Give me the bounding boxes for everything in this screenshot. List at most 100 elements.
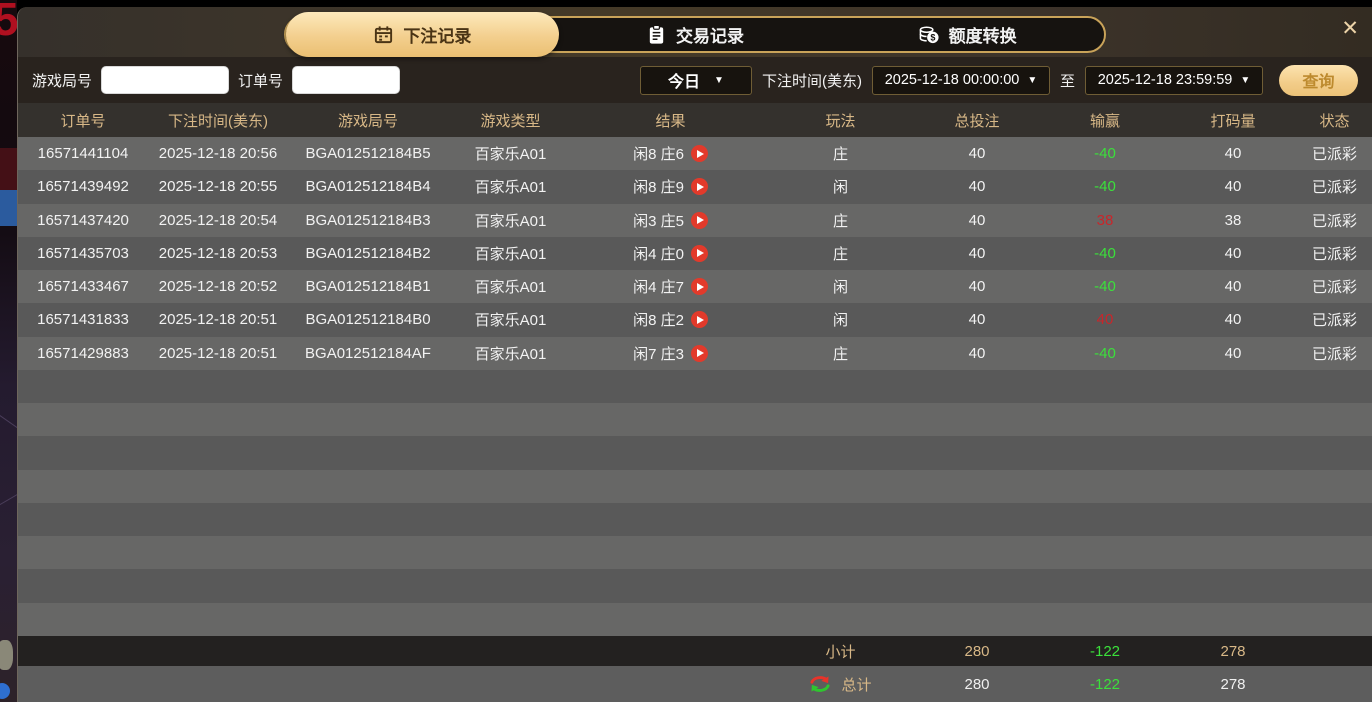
table-row-empty [18,369,1372,404]
cell-game-type: 百家乐A01 [474,179,547,197]
cell-game-type: 百家乐A01 [474,312,547,330]
end-time-select[interactable]: 2025-12-18 23:59:59 ▼ [1085,65,1263,95]
play-video-icon[interactable] [690,145,708,163]
cell-game-type: 百家乐A01 [474,212,547,230]
order-no-input[interactable] [292,66,401,94]
play-video-icon[interactable] [690,211,708,229]
cell-status: 已派彩 [1311,212,1357,230]
cell-status: 已派彩 [1311,245,1357,263]
background-circle [0,683,10,699]
result-text: 闲4 庄0 [633,245,684,263]
play-video-icon[interactable] [690,344,708,362]
table-row: 16571439492 2025-12-18 20:55 BGA01251218… [18,170,1372,204]
background-page-edge: 5 [0,0,17,702]
cell-status: 已派彩 [1311,146,1357,164]
cell-game-round: BGA012512184B3 [305,211,431,229]
cell-win-loss: 38 [1096,211,1114,229]
cell-bet-time: 2025-12-18 20:51 [158,344,278,362]
table-row-empty [18,469,1372,503]
table-row: 16571433467 2025-12-18 20:52 BGA01251218… [18,270,1372,304]
cell-bet-time: 2025-12-18 20:55 [158,178,278,196]
cell-rolling: 40 [1224,344,1242,362]
close-icon[interactable]: ✕ [1341,17,1359,40]
cell-bet-time: 2025-12-18 20:53 [158,244,278,262]
table-row-empty [18,602,1372,636]
tab-transaction-records[interactable]: 交易记录 [559,18,832,51]
chevron-down-icon: ▼ [1240,74,1251,86]
table-row: 16571437420 2025-12-18 20:54 BGA01251218… [18,203,1372,237]
cell-total-bet: 40 [968,211,986,229]
refresh-swap-icon[interactable] [809,675,831,693]
play-video-icon[interactable] [690,244,708,262]
play-video-icon[interactable] [690,278,708,296]
background-line [0,410,17,431]
cell-win-loss: -40 [1094,344,1116,362]
cell-play: 庄 [832,212,848,230]
background-blob [0,640,13,670]
query-button[interactable]: 查询 [1279,64,1358,96]
clipboard-icon [646,24,667,45]
result-text: 闲8 庄6 [633,146,684,164]
game-round-label: 游戏局号 [32,72,93,90]
date-range-select[interactable]: 今日 ▼ [639,65,752,95]
cell-bet-time: 2025-12-18 20:51 [158,311,278,329]
cell-game-round: BGA012512184B1 [305,278,431,296]
cell-rolling: 40 [1224,145,1242,163]
header-play: 玩法 [825,112,856,130]
dialog-top-bar: 下注记录 交易记录 [18,7,1372,57]
date-range-value: 今日 [668,74,701,91]
play-triangle [696,182,704,191]
cell-bet-time: 2025-12-18 20:52 [158,278,278,296]
result-text: 闲8 庄9 [633,179,684,197]
cell-order-no: 16571441104 [37,145,129,163]
total-total-bet: 280 [964,675,990,693]
filter-bar: 游戏局号 订单号 今日 ▼ 下注时间(美东) 2025-12-18 00:00:… [18,57,1372,103]
play-video-icon[interactable] [690,178,708,196]
background-line [0,491,17,510]
cell-result: 闲8 庄6 [573,143,768,164]
subtotal-total-bet: 280 [964,642,990,660]
tab-bet-records[interactable]: 下注记录 [286,11,559,57]
header-rolling: 打码量 [1210,112,1256,130]
cell-status: 已派彩 [1311,279,1357,297]
cell-play: 闲 [832,179,848,197]
result-text: 闲8 庄2 [633,312,684,330]
tab-label: 下注记录 [403,26,472,46]
start-time-select[interactable]: 2025-12-18 00:00:00 ▼ [871,65,1050,95]
cell-total-bet: 40 [968,344,986,362]
cell-game-type: 百家乐A01 [474,245,547,263]
bet-time-label: 下注时间(美东) [761,72,862,90]
cell-play: 闲 [832,279,848,297]
background-blue-block [0,190,17,226]
cell-status: 已派彩 [1311,179,1357,197]
result-text: 闲3 庄5 [633,212,684,230]
cell-win-loss: -40 [1094,244,1116,262]
background-partial-digit: 5 [0,0,17,45]
cell-result: 闲3 庄5 [573,210,768,231]
chevron-down-icon: ▼ [714,74,724,86]
cell-result: 闲8 庄2 [573,309,768,330]
tab-quota-transfer[interactable]: $ 额度转换 [831,18,1104,51]
cell-order-no: 16571429883 [37,344,129,362]
total-label: 总计 [841,676,872,694]
game-round-input[interactable] [101,66,230,94]
calendar-icon [373,24,394,45]
table-row: 16571441104 2025-12-18 20:56 BGA01251218… [18,137,1372,171]
table-row-empty [18,536,1372,570]
play-triangle [696,249,704,258]
cell-rolling: 38 [1224,211,1242,229]
cell-play: 闲 [832,312,848,330]
cell-rolling: 40 [1224,244,1242,262]
play-triangle [696,149,704,158]
cell-play: 庄 [832,245,848,263]
subtotal-row: 小计 280 -122 278 [18,636,1372,666]
table-row-empty [18,502,1372,537]
table-row: 16571429883 2025-12-18 20:51 BGA01251218… [18,336,1372,370]
header-result: 结果 [655,112,686,130]
header-game-round: 游戏局号 [337,112,398,130]
play-video-icon[interactable] [690,311,708,329]
cell-win-loss: -40 [1094,178,1116,196]
cell-total-bet: 40 [968,145,986,163]
cell-bet-time: 2025-12-18 20:56 [158,145,278,163]
result-text: 闲4 庄7 [633,279,684,297]
